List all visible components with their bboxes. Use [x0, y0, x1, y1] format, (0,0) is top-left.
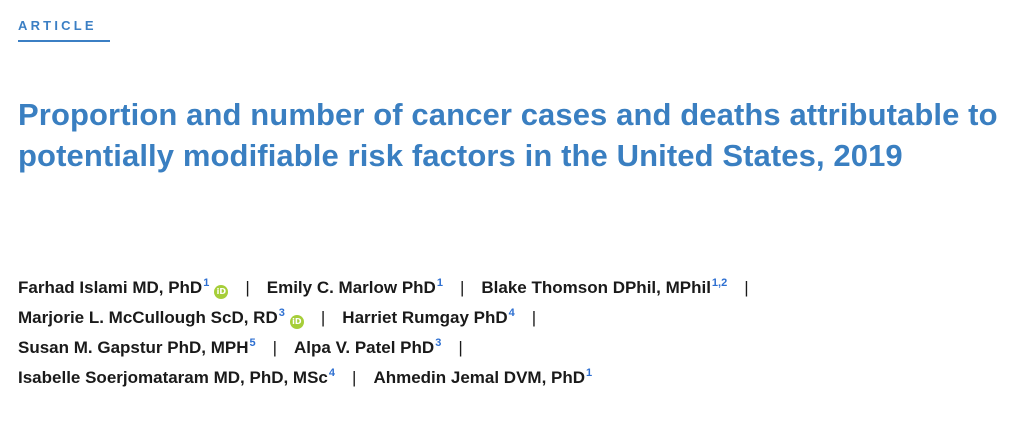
author-line: Susan M. Gapstur PhD, MPH 5 | Alpa V. Pat… — [18, 337, 1018, 368]
section-label: ARTICLE — [18, 18, 97, 33]
affiliation-link[interactable]: 3 — [435, 337, 442, 349]
affiliation-link[interactable]: 1 — [436, 277, 443, 289]
author-separator: | — [531, 308, 537, 327]
author-separator: | — [272, 338, 278, 357]
affiliation-link[interactable]: 4 — [328, 367, 336, 379]
author-list: Farhad Islami MD, PhD 1 iD | Emily C. Marl… — [18, 277, 1018, 398]
affiliation-link[interactable]: 1,2 — [711, 277, 728, 289]
affiliation-link[interactable]: 1 — [586, 367, 593, 379]
author-name: Blake Thomson DPhil, MPhil — [481, 278, 711, 297]
author-separator: | — [352, 368, 357, 387]
author-separator: | — [744, 278, 749, 297]
author: Farhad Islami MD, PhD 1 iD — [18, 277, 229, 299]
orcid-icon[interactable]: iD — [289, 315, 304, 329]
author-name: Harriet Rumgay PhD — [342, 308, 508, 327]
author-name: Farhad Islami MD, PhD — [18, 278, 203, 297]
author-name: Marjorie L. McCullough ScD, RD — [18, 308, 278, 327]
author: Alpa V. Patel PhD 3 — [294, 337, 442, 358]
author-separator: | — [320, 308, 326, 327]
author: Harriet Rumgay PhD 4 — [342, 307, 515, 328]
author: Susan M. Gapstur PhD, MPH 5 — [18, 337, 256, 358]
author-separator: | — [458, 338, 463, 357]
author-name: Emily C. Marlow PhD — [266, 278, 436, 297]
author-line: Isabelle Soerjomataram MD, PhD, MSc 4 | A… — [18, 367, 1018, 398]
affiliation-link[interactable]: 4 — [508, 307, 515, 319]
author: Blake Thomson DPhil, MPhil 1,2 — [481, 277, 728, 298]
article-title: Proportion and number of cancer cases an… — [18, 97, 998, 173]
author-separator: | — [459, 278, 465, 297]
orcid-icon[interactable]: iD — [214, 285, 229, 299]
author-name: Susan M. Gapstur PhD, MPH — [18, 338, 249, 357]
author: Ahmedin Jemal DVM, PhD 1 — [373, 367, 593, 388]
author: Emily C. Marlow PhD 1 — [266, 277, 443, 298]
author-line: Marjorie L. McCullough ScD, RD 3 iD | Harr… — [18, 307, 1018, 338]
section-underline — [18, 40, 110, 42]
affiliation-link[interactable]: 3 — [278, 307, 285, 319]
author-separator: | — [245, 278, 250, 297]
author: Marjorie L. McCullough ScD, RD 3 iD — [18, 307, 304, 329]
author-name: Alpa V. Patel PhD — [294, 338, 435, 357]
author: Isabelle Soerjomataram MD, PhD, MSc 4 — [18, 367, 336, 388]
affiliation-link[interactable]: 5 — [249, 337, 256, 349]
author-name: Ahmedin Jemal DVM, PhD — [373, 368, 586, 387]
affiliation-link[interactable]: 1 — [203, 277, 210, 289]
author-name: Isabelle Soerjomataram MD, PhD, MSc — [18, 368, 328, 387]
author-line: Farhad Islami MD, PhD 1 iD | Emily C. Marl… — [18, 277, 1018, 308]
